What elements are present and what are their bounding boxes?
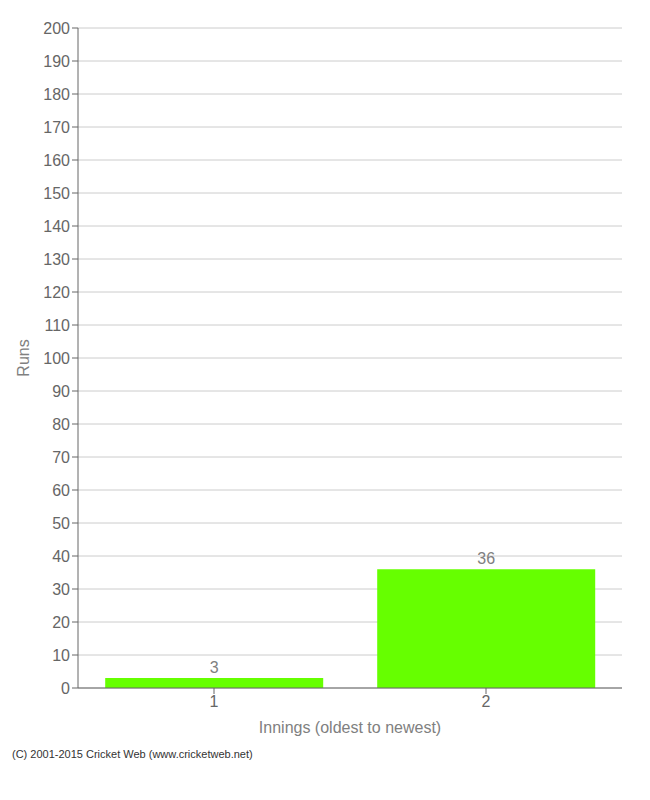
svg-text:40: 40 — [52, 548, 70, 565]
html-text:(C) 2001-2015 Cricket Web (www: (C) 2001-2015 Cricket Web (www.cricketwe… — [12, 748, 253, 760]
svg-text:80: 80 — [52, 416, 70, 433]
svg-text:Runs: Runs — [15, 339, 32, 376]
svg-text:0: 0 — [61, 680, 70, 697]
svg-text:170: 170 — [43, 119, 70, 136]
svg-text:90: 90 — [52, 383, 70, 400]
svg-text:20: 20 — [52, 614, 70, 631]
svg-text:30: 30 — [52, 581, 70, 598]
svg-text:150: 150 — [43, 185, 70, 202]
svg-text:120: 120 — [43, 284, 70, 301]
svg-text:110: 110 — [44, 317, 70, 334]
svg-text:70: 70 — [52, 449, 70, 466]
svg-text:10: 10 — [52, 647, 70, 664]
svg-text:130: 130 — [43, 251, 70, 268]
svg-text:200: 200 — [43, 20, 70, 37]
svg-text:140: 140 — [43, 218, 70, 235]
svg-text:190: 190 — [43, 53, 70, 70]
svg-text:180: 180 — [43, 86, 70, 103]
svg-text:160: 160 — [43, 152, 70, 169]
svg-text:36: 36 — [477, 550, 495, 567]
svg-text:60: 60 — [52, 482, 70, 499]
svg-text:50: 50 — [52, 515, 70, 532]
svg-text:100: 100 — [43, 350, 70, 367]
svg-text:3: 3 — [210, 659, 219, 676]
svg-text:Innings (oldest to newest): Innings (oldest to newest) — [259, 719, 441, 736]
svg-text:1: 1 — [210, 693, 219, 710]
svg-text:2: 2 — [482, 693, 491, 710]
